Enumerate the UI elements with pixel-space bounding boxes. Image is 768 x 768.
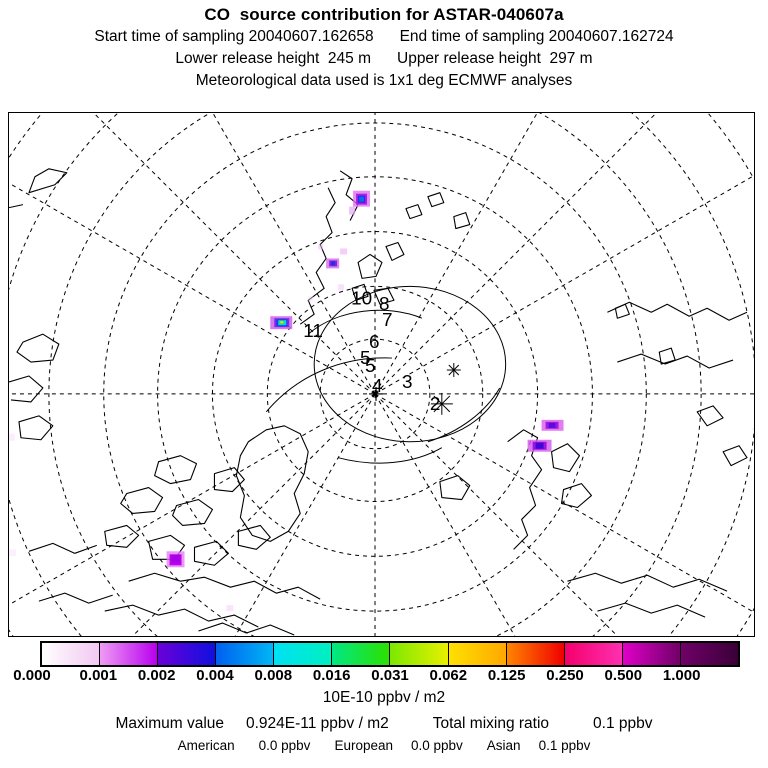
figure-header: CO source contribution for ASTAR-040607a… xyxy=(0,0,768,92)
day-label-3: 3 xyxy=(402,372,413,393)
maximum-value: 0.924E-11 ppbv / m2 xyxy=(246,715,389,732)
maximum-value-label: Maximum value xyxy=(115,715,224,732)
day-label-7: 7 xyxy=(382,310,393,331)
trajectory-day-labels: 11 10 8 7 6 5 5 4 3 2 xyxy=(303,288,440,415)
source-contribution-plumes xyxy=(9,190,564,612)
day-label-2: 2 xyxy=(430,394,441,415)
day-label-5b: 5 xyxy=(360,348,371,369)
end-time-label: End time of sampling 20040607.162724 xyxy=(399,28,674,45)
day-label-6: 6 xyxy=(369,332,380,353)
colorbar-segment-1.000 xyxy=(680,643,738,665)
plume-faint-b xyxy=(308,296,314,302)
colorbar-tick-0.250: 0.250 xyxy=(546,667,584,684)
cluster-markers xyxy=(430,363,461,415)
release-height-line: Lower release height 245 m Upper release … xyxy=(0,48,768,70)
day-label-4: 4 xyxy=(372,376,383,397)
european-value: 0.0 ppbv xyxy=(411,738,463,753)
plume-east-b xyxy=(527,439,552,452)
colorbar-tick-0.001: 0.001 xyxy=(79,667,118,684)
european-label: European xyxy=(334,738,393,753)
day-label-10: 10 xyxy=(351,288,372,309)
day-label-8: 8 xyxy=(379,294,390,315)
day-label-5a: 5 xyxy=(365,356,376,377)
plume-southwest xyxy=(166,551,234,612)
colorbar-segment-0.250 xyxy=(564,643,623,665)
asian-label: Asian xyxy=(486,738,521,753)
upper-release-height-label: Upper release height 297 m xyxy=(397,50,593,67)
colorbar-segment-0.008 xyxy=(274,643,333,665)
figure-footer: Maximum value 0.924E-11 ppbv / m2 Total mi… xyxy=(0,712,768,756)
colorbar-segment-0.062 xyxy=(448,643,507,665)
colorbar-tick-0.500: 0.500 xyxy=(604,667,643,684)
footer-summary-line: Maximum value 0.924E-11 ppbv / m2 Total mi… xyxy=(0,712,768,736)
colorbar-tick-0.008: 0.008 xyxy=(254,667,293,684)
release-point-marker xyxy=(369,386,383,401)
american-value: 0.0 ppbv xyxy=(258,738,311,753)
total-mixing-ratio-value: 0.1 ppbv xyxy=(593,715,653,732)
colorbar-tick-1.000: 1.000 xyxy=(662,667,701,684)
met-data-label: Meteorological data used is 1x1 deg ECMW… xyxy=(195,72,573,89)
coastlines xyxy=(9,168,748,636)
latitude-gridlines xyxy=(9,113,754,636)
colorbar-segment-0.002 xyxy=(158,643,217,665)
colorbar-tick-labels: 0.000 0.001 0.002 0.004 0.008 0.016 0.031 0.062… xyxy=(0,667,768,687)
polar-map-panel: 11 10 8 7 6 5 5 4 3 2 xyxy=(8,112,755,637)
plume-faint-d xyxy=(9,549,16,557)
colorbar-segment-0.004 xyxy=(216,643,275,665)
colorbar-segment-0.125 xyxy=(506,643,565,665)
plume-max-left xyxy=(270,316,293,330)
plume-east-a xyxy=(541,419,564,431)
colorbar-unit-label: 10E-10 ppbv / m2 xyxy=(322,689,446,706)
total-mixing-ratio-label: Total mixing ratio xyxy=(432,715,550,732)
plume-faint-a xyxy=(338,284,345,291)
sampling-time-line: Start time of sampling 20040607.162658 En… xyxy=(0,26,768,48)
colorbar-tick-0.125: 0.125 xyxy=(487,667,526,684)
colorbar-tick-0.002: 0.002 xyxy=(137,667,176,684)
polar-stereographic-map: 11 10 8 7 6 5 5 4 3 2 xyxy=(9,113,754,636)
trajectory-contours xyxy=(265,285,507,464)
colorbar-segment-0.016 xyxy=(332,643,391,665)
colorbar-segment-0.001 xyxy=(100,643,159,665)
colorbar-tick-0.004: 0.004 xyxy=(196,667,234,684)
colorbar-segment-0.031 xyxy=(390,643,449,665)
american-label: American xyxy=(177,738,235,753)
meridian-gridlines xyxy=(9,113,754,636)
page-title: CO source contribution for ASTAR-040607a xyxy=(204,5,564,24)
asian-value: 0.1 ppbv xyxy=(538,738,591,753)
start-time-label: Start time of sampling 20040607.162658 xyxy=(94,28,374,45)
colorbar-segment-0.500 xyxy=(622,643,681,665)
colorbar-tick-0.000: 0.000 xyxy=(13,667,51,684)
plume-mid xyxy=(318,244,348,269)
footer-region-line: American 0.0 ppbv European 0.0 ppbv Asian 0.1… xyxy=(0,736,768,756)
day-label-11: 11 xyxy=(303,321,323,342)
colorbar-tick-0.031: 0.031 xyxy=(371,667,409,684)
colorbar-tick-0.016: 0.016 xyxy=(312,667,351,684)
lower-release-height-label: Lower release height 245 m xyxy=(175,50,371,67)
colorbar-segment-0.000 xyxy=(42,643,101,665)
colorbar xyxy=(40,641,740,667)
colorbar-tick-0.062: 0.062 xyxy=(429,667,468,684)
plume-north xyxy=(349,190,371,215)
plume-faint-c xyxy=(9,433,15,441)
